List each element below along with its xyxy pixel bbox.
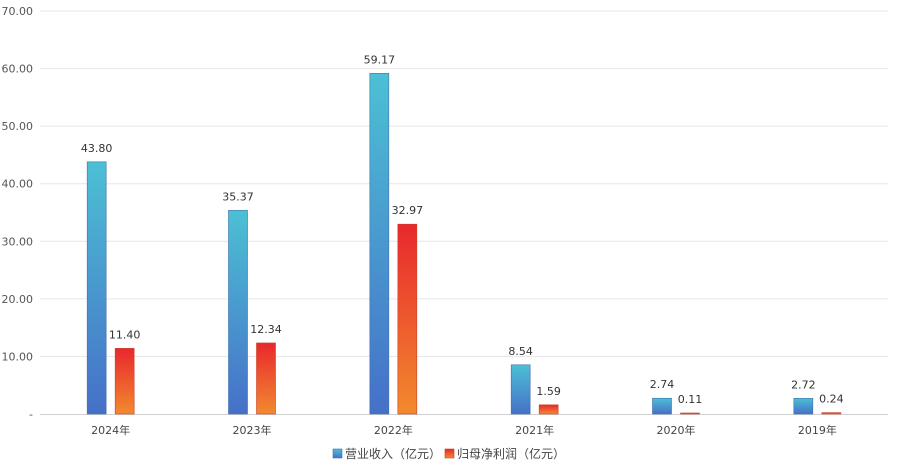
data-label: 0.24: [819, 393, 844, 406]
data-labels: 43.80 11.40 35.37 12.34 59.17 32.97 8.54 1.59 2.…: [81, 53, 844, 406]
bars: [86, 73, 842, 415]
x-axis: 2024年 2023年 2022年 2021年 2020年 2019年: [40, 414, 888, 437]
data-label: 43.80: [81, 142, 113, 155]
legend-item[interactable]: 营业收入（亿元）: [332, 446, 441, 461]
profit-bar[interactable]: [538, 404, 559, 415]
legend-swatch: [444, 448, 455, 459]
y-tick-label: 60.00: [2, 63, 34, 76]
legend-label: 归母净利润（亿元）: [457, 446, 565, 461]
data-label: 59.17: [364, 53, 396, 66]
y-tick-label: 20.00: [2, 293, 34, 306]
profit-bar[interactable]: [114, 348, 135, 415]
data-label: 8.54: [508, 345, 533, 358]
y-tick-label: 40.00: [2, 178, 34, 191]
x-tick-label: 2020年: [657, 423, 696, 437]
y-tick-label: 50.00: [2, 120, 34, 133]
revenue-bar[interactable]: [510, 364, 531, 415]
y-axis: - 10.00 20.00 30.00 40.00 50.00 60.00 70.00: [2, 5, 34, 421]
data-label: 0.11: [678, 393, 703, 406]
revenue-bar[interactable]: [228, 210, 248, 415]
x-tick-label: 2023年: [233, 423, 272, 437]
revenue-bar[interactable]: [369, 73, 390, 415]
legend[interactable]: 营业收入（亿元） 归母净利润（亿元）: [332, 446, 565, 461]
profit-bar[interactable]: [821, 412, 842, 415]
x-tick-label: 2022年: [374, 423, 413, 437]
revenue-bar[interactable]: [652, 397, 672, 415]
legend-label: 营业收入（亿元）: [345, 446, 441, 461]
y-tick-label: 10.00: [2, 350, 34, 363]
data-label: 32.97: [392, 204, 424, 217]
profit-bar[interactable]: [256, 342, 276, 415]
gridlines: [40, 10, 888, 357]
y-tick-label: 70.00: [2, 5, 34, 18]
legend-swatch: [332, 448, 343, 459]
data-label: 12.34: [250, 323, 282, 336]
x-tick-label: 2021年: [515, 423, 554, 437]
y-tick-label: 30.00: [2, 235, 34, 248]
profit-bar[interactable]: [680, 412, 700, 415]
y-tick-label: -: [29, 408, 33, 421]
revenue-bar[interactable]: [793, 398, 814, 415]
revenue-bar[interactable]: [86, 161, 107, 415]
data-label: 2.72: [791, 378, 816, 391]
x-tick-label: 2019年: [798, 423, 837, 437]
data-label: 1.59: [536, 385, 561, 398]
data-label: 35.37: [222, 190, 254, 203]
profit-bar[interactable]: [397, 223, 418, 415]
legend-item[interactable]: 归母净利润（亿元）: [444, 446, 565, 461]
data-label: 2.74: [650, 378, 675, 391]
x-tick-label: 2024年: [91, 423, 130, 437]
data-label: 11.40: [109, 328, 141, 341]
